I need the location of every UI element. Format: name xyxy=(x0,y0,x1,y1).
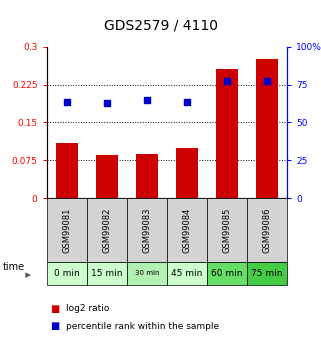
Text: GSM99082: GSM99082 xyxy=(102,208,111,253)
Text: 45 min: 45 min xyxy=(171,269,203,278)
Text: GSM99081: GSM99081 xyxy=(62,208,71,253)
Text: ■: ■ xyxy=(50,321,59,331)
Text: 0 min: 0 min xyxy=(54,269,80,278)
Text: GSM99085: GSM99085 xyxy=(222,208,232,253)
Text: GDS2579 / 4110: GDS2579 / 4110 xyxy=(103,19,218,33)
Bar xyxy=(56,143,78,198)
Point xyxy=(144,98,149,103)
Bar xyxy=(176,148,198,198)
Text: GSM99083: GSM99083 xyxy=(142,208,152,253)
Text: ■: ■ xyxy=(50,304,59,314)
Bar xyxy=(256,59,278,198)
Bar xyxy=(136,154,158,198)
Text: time: time xyxy=(3,262,25,272)
Point xyxy=(104,100,109,106)
Text: log2 ratio: log2 ratio xyxy=(66,304,109,313)
Text: percentile rank within the sample: percentile rank within the sample xyxy=(66,322,219,331)
Point xyxy=(224,79,230,84)
Text: GSM99086: GSM99086 xyxy=(263,208,272,253)
Bar xyxy=(216,69,238,198)
Text: GSM99084: GSM99084 xyxy=(182,208,192,253)
Bar xyxy=(96,155,118,198)
Text: 75 min: 75 min xyxy=(251,269,283,278)
Point xyxy=(265,79,270,84)
Text: 15 min: 15 min xyxy=(91,269,123,278)
Text: 60 min: 60 min xyxy=(211,269,243,278)
Point xyxy=(184,99,189,104)
Text: 30 min: 30 min xyxy=(134,270,159,276)
Point xyxy=(64,99,69,105)
